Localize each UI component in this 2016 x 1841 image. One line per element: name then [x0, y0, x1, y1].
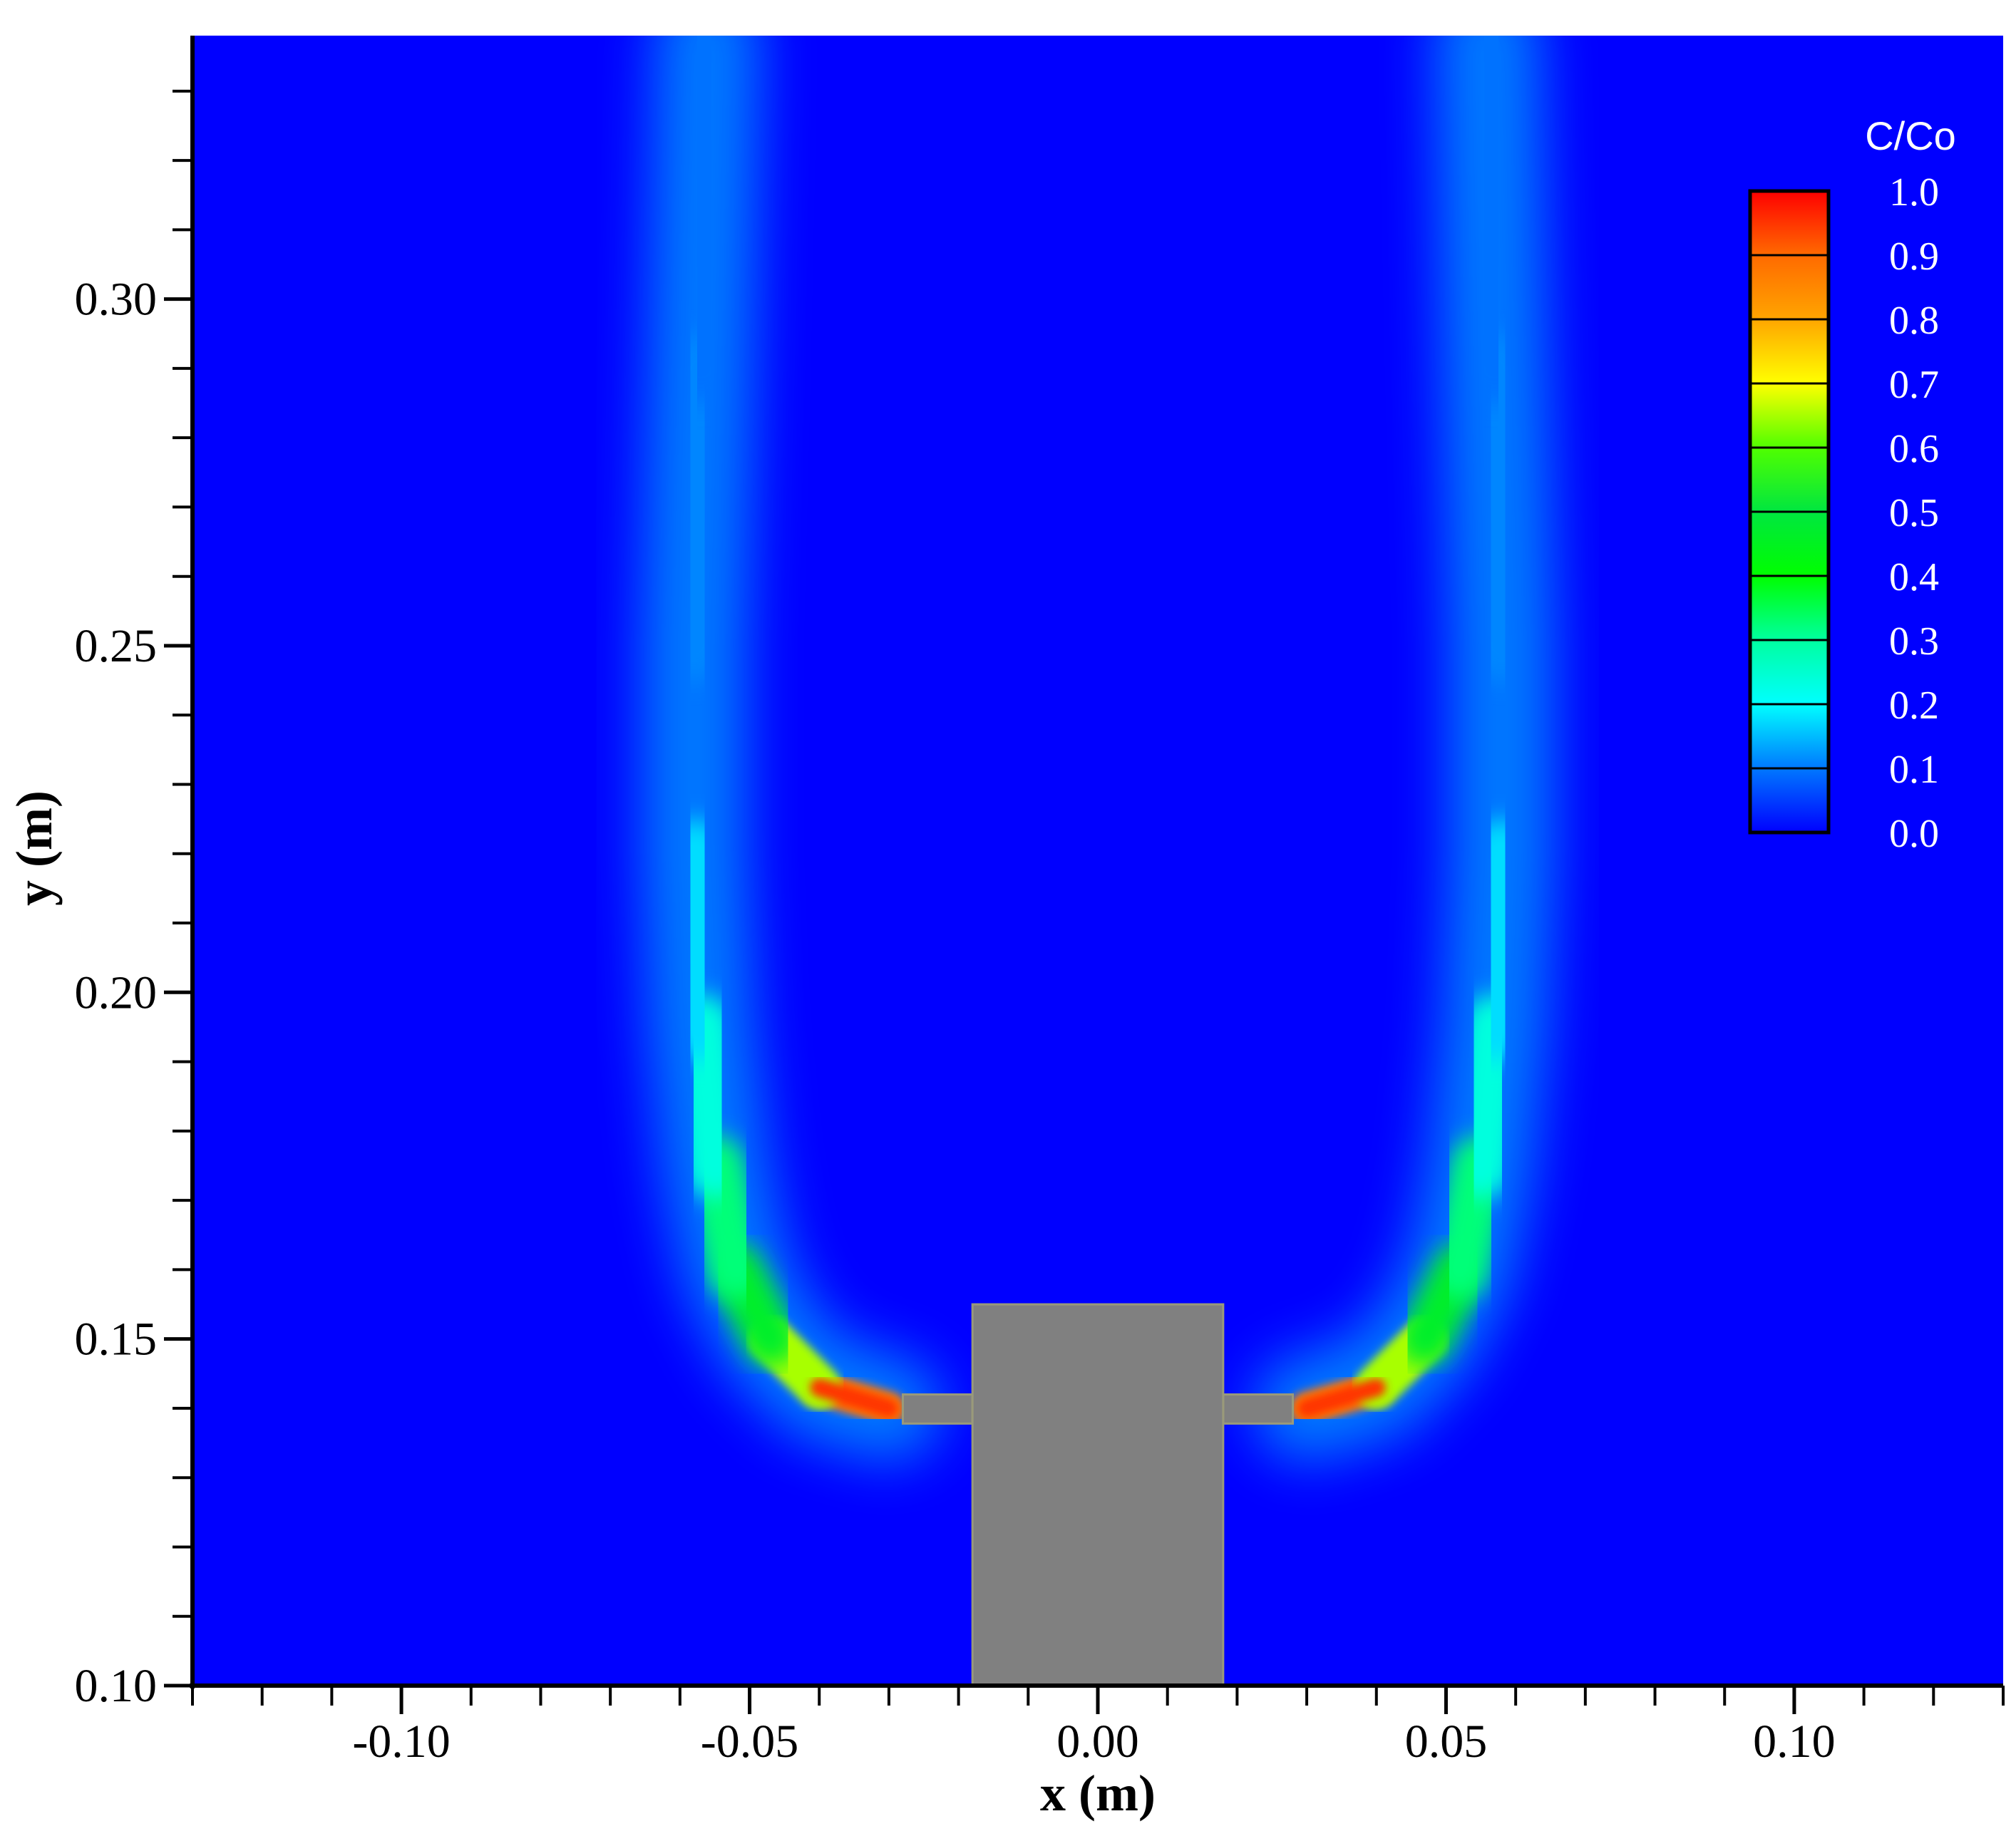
x-axis-title: x (m): [1040, 1765, 1156, 1822]
colorbar-bin: [1749, 510, 1830, 577]
colorbar-bin: [1749, 703, 1830, 770]
plot-area: [192, 36, 2003, 1687]
colorbar-bin: [1749, 446, 1830, 513]
colorbar-tick-label: 0.0: [1889, 812, 1939, 856]
x-tick-label: -0.10: [352, 1716, 450, 1768]
plume-left: [640, 36, 942, 1462]
obstacle-left-arm: [901, 1393, 974, 1425]
y-tick-label: 0.15: [75, 1314, 158, 1366]
y-tick-label: 0.25: [75, 620, 158, 672]
colorbar-frame: [1748, 189, 1831, 835]
colorbar-bin: [1749, 190, 1830, 257]
y-tick-label: 0.10: [75, 1660, 158, 1712]
colorbar-tick-label: 0.6: [1889, 427, 1939, 471]
colorbar-tick-label: 0.5: [1889, 491, 1939, 535]
colorbar-bin: [1749, 254, 1830, 321]
x-tick-label: 0.10: [1753, 1716, 1836, 1768]
plume-segment: [1459, 332, 1538, 682]
y-tick-label: 0.20: [75, 966, 158, 1019]
colorbar-tick-label: 1.0: [1889, 170, 1939, 215]
plume-segment: [664, 36, 744, 405]
colorbar-title: C/Co: [1865, 113, 1956, 158]
colorbar-tick-label: 0.1: [1889, 748, 1939, 792]
colorbar-tick-label: 0.7: [1889, 363, 1939, 407]
colorbar-tick-label: 0.4: [1889, 555, 1939, 599]
plume-segment: [658, 332, 737, 682]
colorbar: C/Co 1.0 0.9 0.8 0.7 0.6 0.5 0.4 0.3 0.2 0.1 0.0: [1748, 113, 1956, 856]
concentration-field: [640, 36, 1555, 1462]
x-tick-label: 0.05: [1405, 1716, 1488, 1768]
colorbar-tick-label: 0.8: [1889, 299, 1939, 343]
y-tick-label: 0.30: [75, 274, 158, 326]
colorbar-bin: [1749, 318, 1830, 385]
plume-right: [1253, 36, 1555, 1462]
axes: -0.10 -0.05 0.00 0.05 0.10 0.10 0.15 0.20 0.25 0.…: [75, 36, 2005, 1768]
x-tick-label: -0.05: [701, 1716, 798, 1768]
obstacle-right-arm: [1222, 1393, 1295, 1425]
colorbar-tick-label: 0.3: [1889, 619, 1939, 664]
plume-core: [1297, 1378, 1386, 1418]
y-axis-title: y (m): [6, 790, 63, 906]
colorbar-tick-label: 0.2: [1889, 684, 1939, 728]
plume-segment: [1451, 36, 1531, 405]
colorbar-bin: [1749, 382, 1830, 449]
colorbar-tick-label: 0.9: [1889, 234, 1939, 279]
colorbar-bin: [1749, 767, 1830, 834]
colorbar-bin: [1749, 574, 1830, 641]
colorbar-bin: [1749, 639, 1830, 706]
plume-core: [810, 1378, 898, 1418]
obstacle-body: [971, 1303, 1225, 1687]
x-tick-label: 0.00: [1056, 1716, 1139, 1768]
